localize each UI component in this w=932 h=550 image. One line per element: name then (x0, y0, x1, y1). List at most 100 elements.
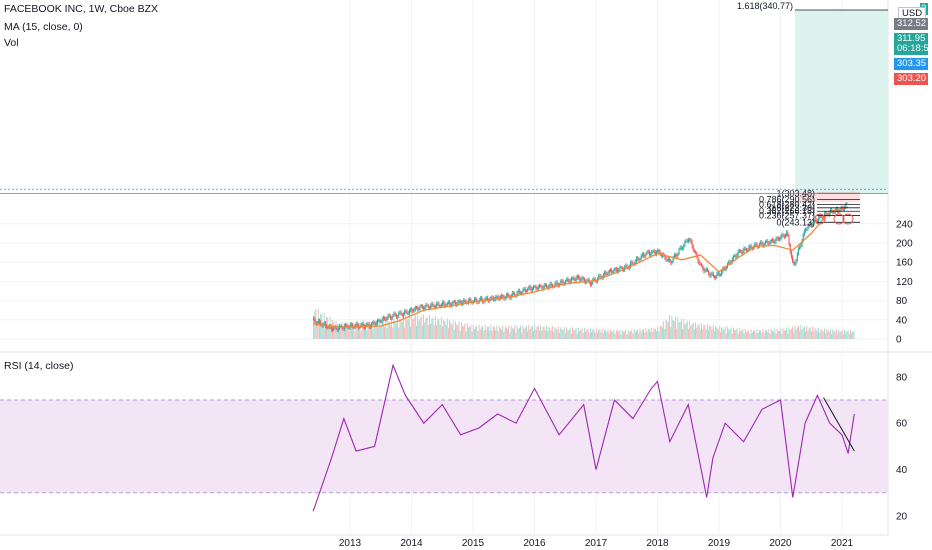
volume-bar (405, 315, 407, 339)
volume-bar (419, 318, 421, 339)
candle-body (536, 288, 538, 290)
volume-bar (671, 315, 673, 339)
volume-bar (800, 324, 802, 339)
candle-body (750, 246, 752, 248)
candle-body (676, 255, 678, 256)
volume-bar (651, 327, 653, 339)
candle-body (638, 258, 640, 261)
candle-body (819, 215, 821, 219)
candle-body (648, 252, 650, 255)
candle-body (496, 296, 498, 298)
candle-body (373, 322, 375, 324)
volume-bar (638, 333, 640, 339)
volume-bar (799, 331, 801, 339)
y-tick-label: 40 (896, 315, 908, 326)
candle-body (816, 221, 818, 222)
candle-body (327, 327, 329, 329)
candle-body (833, 212, 835, 214)
volume-bar (842, 334, 844, 339)
volume-bar (669, 315, 670, 339)
volume-bar (602, 333, 604, 339)
volume-bar (534, 324, 536, 339)
candle-body (788, 235, 790, 245)
volume-bar (544, 330, 546, 339)
volume-bar (437, 318, 439, 339)
volume-bar (353, 322, 355, 339)
volume-bar (457, 325, 459, 339)
candle-body (602, 274, 604, 278)
volume-bar (643, 329, 644, 339)
volume-bar (846, 331, 848, 339)
volume-bar (771, 330, 773, 339)
candle-body (406, 311, 408, 314)
volume-bar (470, 324, 472, 339)
candle-body (450, 304, 452, 306)
volume-bar (510, 325, 512, 339)
volume-bar (414, 314, 416, 339)
currency-badge[interactable]: USD (898, 7, 926, 19)
volume-bar (479, 329, 481, 339)
volume-bar (496, 325, 498, 339)
candle-body (544, 284, 546, 286)
candle-body (408, 310, 410, 314)
y-tick-label: 0 (896, 335, 902, 346)
candle-body (521, 292, 523, 294)
volume-bar (581, 328, 583, 339)
vol-legend[interactable]: Vol (4, 37, 19, 49)
candle-body (691, 241, 693, 247)
candle-body (774, 241, 776, 243)
candle-body (659, 251, 661, 255)
candle-body (491, 296, 493, 299)
rsi-legend[interactable]: RSI (14, close) (4, 360, 74, 372)
candle-body (689, 239, 691, 241)
candle-body (547, 286, 549, 288)
candle-body (397, 315, 399, 317)
candle-body (313, 319, 315, 320)
volume-bar (815, 328, 817, 339)
volume-bar (809, 327, 811, 339)
volume-bar (471, 331, 473, 339)
candle-body (439, 305, 441, 307)
volume-bar (762, 329, 764, 339)
volume-bar (586, 329, 588, 339)
volume-bar (536, 326, 538, 339)
volume-bar (393, 319, 395, 339)
volume-bar (725, 332, 727, 339)
volume-bar (411, 313, 413, 339)
candle-body (336, 327, 338, 330)
volume-bar (555, 328, 557, 339)
candle-body (570, 278, 572, 281)
candle-body (394, 313, 396, 315)
volume-bar (701, 323, 702, 339)
candle-body (418, 309, 420, 311)
ma-legend[interactable]: MA (15, close, 0) (4, 21, 83, 33)
candle-body (652, 250, 654, 252)
volume-bar (802, 327, 804, 339)
volume-bar (826, 329, 828, 339)
symbol-legend[interactable]: FACEBOOK INC, 1W, Cboe BZX (4, 3, 159, 15)
candle-body (565, 280, 567, 284)
volume-bar (444, 320, 446, 339)
volume-bar (481, 326, 482, 339)
candle-body (366, 323, 368, 326)
volume-bar (639, 328, 641, 339)
volume-bar (381, 322, 383, 339)
volume-bar (328, 324, 330, 339)
candle-body (375, 322, 377, 325)
volume-bar (788, 327, 790, 339)
volume-bar (698, 324, 700, 339)
volume-bar (498, 326, 500, 339)
volume-bar (798, 325, 799, 339)
fib-level-label: 0.382(266.18) (759, 206, 815, 216)
candle-body (580, 279, 582, 281)
volume-bar (438, 319, 440, 339)
volume-bar (667, 322, 669, 339)
volume-bar (612, 331, 614, 339)
volume-bar (484, 324, 486, 339)
candle-body (527, 288, 529, 292)
volume-bar (358, 325, 359, 339)
volume-bar (489, 330, 491, 339)
candle-body (621, 267, 623, 270)
